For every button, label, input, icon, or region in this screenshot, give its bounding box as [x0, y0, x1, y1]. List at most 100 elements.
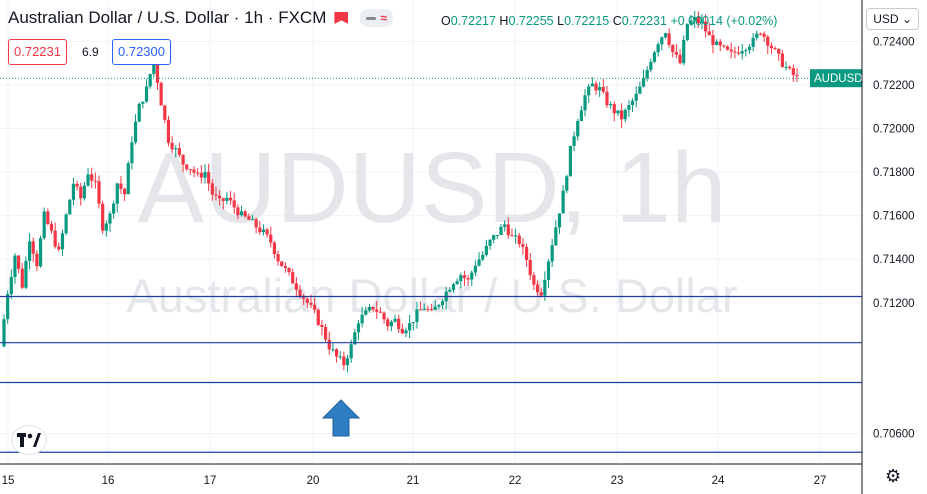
- candle-body: [539, 292, 543, 296]
- symbol-title[interactable]: Australian Dollar / U.S. Dollar · 1h · F…: [8, 8, 327, 27]
- candle-body: [693, 17, 697, 21]
- candle-body: [773, 48, 777, 50]
- buy-price-button[interactable]: 0.72300: [112, 39, 171, 65]
- watermark: AUDUSD, 1h Australian Dollar / U.S. Doll…: [126, 132, 737, 322]
- candle-body: [715, 41, 719, 45]
- candle-body: [6, 294, 10, 320]
- candle-body: [751, 37, 755, 47]
- tradingview-logo-icon[interactable]: [12, 426, 46, 454]
- price-tick-label: 0.71800: [873, 167, 915, 179]
- candle-body: [619, 110, 624, 120]
- candle-body: [331, 349, 335, 351]
- candle-body: [60, 233, 65, 250]
- candle-body: [247, 216, 251, 220]
- candle-body: [492, 235, 496, 240]
- ohlc-readout: O0.72217 H0.72255 L0.72215 C0.72231 +0.0…: [441, 14, 777, 28]
- candle-body: [696, 17, 700, 24]
- candle-body: [755, 33, 759, 38]
- candle-body: [46, 211, 50, 224]
- candle-body: [298, 289, 302, 297]
- candle-body: [269, 234, 273, 243]
- open-value: 0.72217: [450, 14, 496, 28]
- candle-body: [440, 301, 445, 306]
- candle-body: [630, 100, 635, 105]
- candle-body: [506, 224, 510, 236]
- candle-body: [521, 244, 525, 247]
- currency-label: USD: [873, 12, 899, 26]
- candle-body: [510, 235, 514, 237]
- candle-body: [393, 318, 397, 322]
- candle-body: [623, 109, 627, 120]
- candle-body: [481, 254, 485, 260]
- currency-selector[interactable]: USD ⌄: [866, 8, 919, 30]
- candle-body: [462, 275, 467, 279]
- candle-body: [576, 120, 580, 137]
- candle-body: [422, 308, 426, 310]
- minus-icon: [366, 16, 377, 20]
- candle-body: [397, 318, 401, 329]
- high-value: 0.72255: [508, 14, 554, 28]
- time-tick-label: 21: [407, 475, 420, 487]
- candle-body: [550, 245, 554, 262]
- candle-body: [678, 54, 682, 64]
- candle-body: [258, 227, 262, 233]
- candle-body: [704, 21, 708, 32]
- candle-body: [250, 219, 255, 221]
- candle-body: [163, 105, 167, 120]
- candle-body: [649, 61, 653, 70]
- indicator-toggle[interactable]: ≈: [360, 9, 393, 27]
- candle-body: [148, 74, 152, 87]
- candle-body: [433, 306, 437, 310]
- candle-body: [470, 272, 474, 280]
- candle-body: [795, 75, 799, 77]
- candle-body: [656, 44, 660, 53]
- candle-body: [349, 344, 353, 359]
- candle-body: [342, 356, 346, 366]
- candle-body: [130, 142, 134, 164]
- candle-body: [689, 20, 693, 25]
- candle-body: [375, 309, 379, 312]
- candle-body: [291, 272, 295, 284]
- candle-body: [137, 103, 141, 122]
- candle-body: [777, 49, 781, 54]
- flag-icon[interactable]: [334, 12, 349, 24]
- candle-body: [49, 223, 54, 231]
- candle-body: [280, 261, 284, 267]
- candle-body: [122, 188, 127, 195]
- candle-body: [31, 241, 35, 254]
- close-label: C: [612, 14, 622, 28]
- candle-body: [108, 213, 112, 224]
- candle-body: [367, 307, 372, 311]
- candle-body: [725, 46, 730, 50]
- candle-body: [188, 169, 192, 171]
- candle-body: [411, 322, 415, 324]
- price-tick-label: 0.71200: [873, 298, 915, 310]
- candle-body: [744, 50, 748, 52]
- watermark-name: Australian Dollar / U.S. Dollar: [126, 269, 737, 322]
- candle-body: [561, 190, 565, 214]
- candle-body: [155, 58, 160, 83]
- candle-body: [503, 224, 507, 227]
- candle-body: [327, 339, 331, 350]
- price-axis[interactable]: 0.72400 0.72200 0.72000 0.71800 0.71600 0.714…: [861, 0, 927, 494]
- candle-body: [236, 207, 240, 216]
- candle-body: [353, 332, 357, 345]
- candle-body: [97, 181, 101, 204]
- candle-body: [455, 281, 459, 285]
- symbol-header[interactable]: Australian Dollar / U.S. Dollar · 1h · F…: [8, 8, 393, 28]
- gear-icon[interactable]: ⚙: [885, 466, 902, 486]
- candle-body: [79, 186, 83, 199]
- sell-price-button[interactable]: 0.72231: [8, 39, 67, 65]
- candle-body: [641, 78, 646, 87]
- time-axis[interactable]: 15 16 17 20 21 22 23 24 27: [0, 463, 862, 487]
- candle-body: [261, 229, 266, 233]
- arrow-up-icon: [321, 399, 361, 437]
- candle-body: [243, 211, 247, 217]
- candle-body: [791, 68, 795, 76]
- candle-body: [535, 284, 540, 293]
- candle-body: [42, 211, 46, 239]
- candle-body: [174, 148, 178, 150]
- candle-body: [27, 241, 32, 261]
- candle-body: [378, 311, 383, 313]
